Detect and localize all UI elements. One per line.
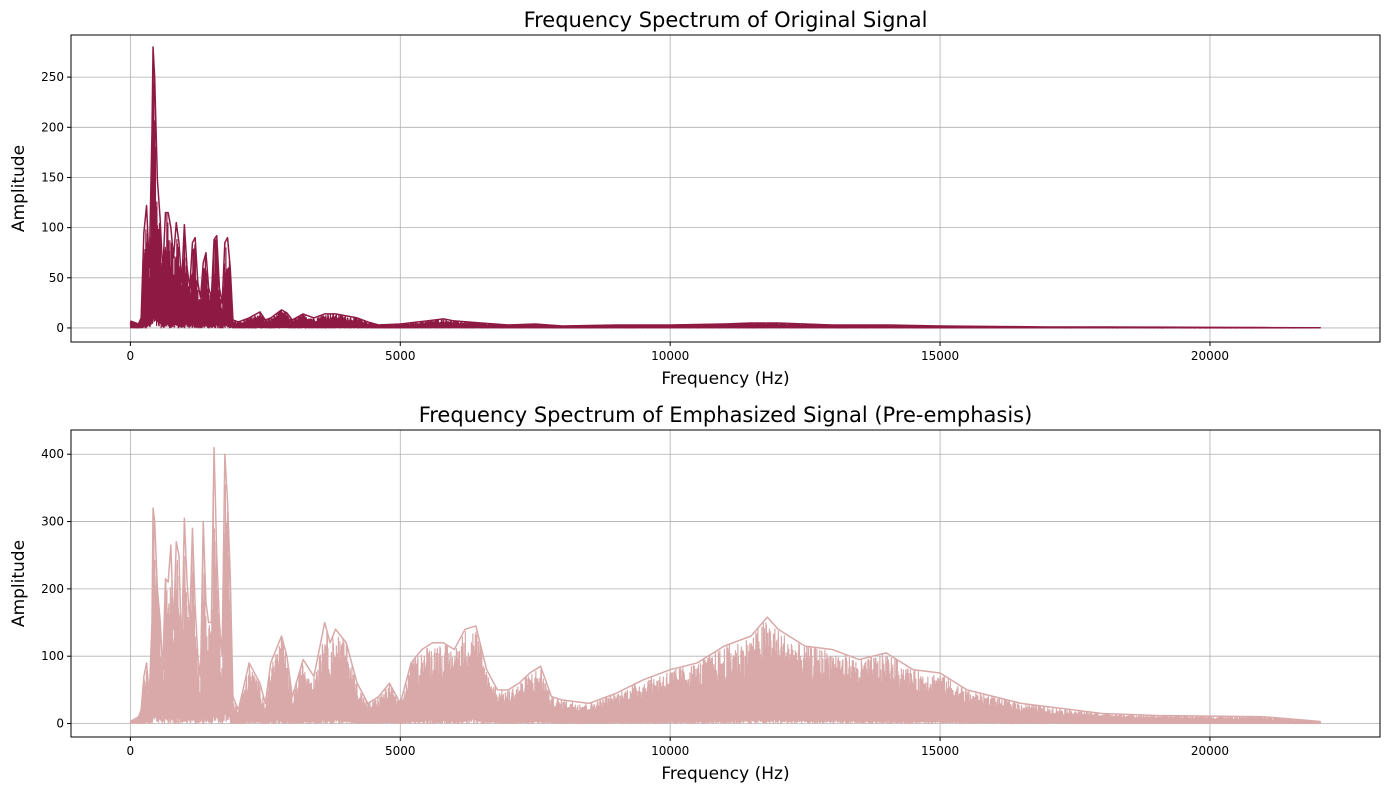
y-tick-label: 150 <box>41 170 64 184</box>
series-envelope <box>130 46 1321 329</box>
y-axis-label: Amplitude <box>9 145 29 232</box>
axes-frame <box>70 34 1381 343</box>
x-tick-label: 10000 <box>651 744 689 758</box>
series-line <box>129 484 1322 725</box>
y-tick-label: 0 <box>56 321 64 335</box>
x-tick-label: 5000 <box>385 349 416 363</box>
chart-title: Frequency Spectrum of Original Signal <box>524 8 928 32</box>
y-tick-label: 250 <box>41 70 64 84</box>
x-axis-label: Frequency (Hz) <box>661 764 789 784</box>
y-axis-label: Amplitude <box>9 540 29 627</box>
y-tick-label: 200 <box>41 120 64 134</box>
chart-panel-2: 0 5000 10000 15000 20000 0 100 200 300 400 Frequen… <box>9 403 1381 784</box>
x-tick-label: 20000 <box>1191 744 1229 758</box>
series-line <box>129 62 1321 329</box>
x-tick-label: 5000 <box>385 744 416 758</box>
x-tick-label: 0 <box>127 349 135 363</box>
chart-title: Frequency Spectrum of Emphasized Signal … <box>419 403 1033 427</box>
x-axis-label: Frequency (Hz) <box>661 369 789 389</box>
y-tick-label: 200 <box>41 582 64 596</box>
x-tick-label: 15000 <box>921 349 959 363</box>
y-tick-label: 300 <box>41 515 64 529</box>
x-tick-label: 0 <box>127 744 135 758</box>
x-tick-label: 15000 <box>921 744 959 758</box>
y-tick-label: 50 <box>49 271 64 285</box>
x-tick-label: 20000 <box>1191 349 1229 363</box>
y-tick-label: 100 <box>41 649 64 663</box>
chart-panel-1: 0 5000 10000 15000 20000 0 50 100 150 200 250 Frequ… <box>9 8 1381 389</box>
axes-frame <box>70 429 1381 738</box>
y-tick-label: 400 <box>41 447 64 461</box>
series-envelope <box>130 446 1321 723</box>
y-tick-label: 100 <box>41 221 64 235</box>
x-tick-label: 10000 <box>651 349 689 363</box>
y-tick-label: 0 <box>56 717 64 731</box>
